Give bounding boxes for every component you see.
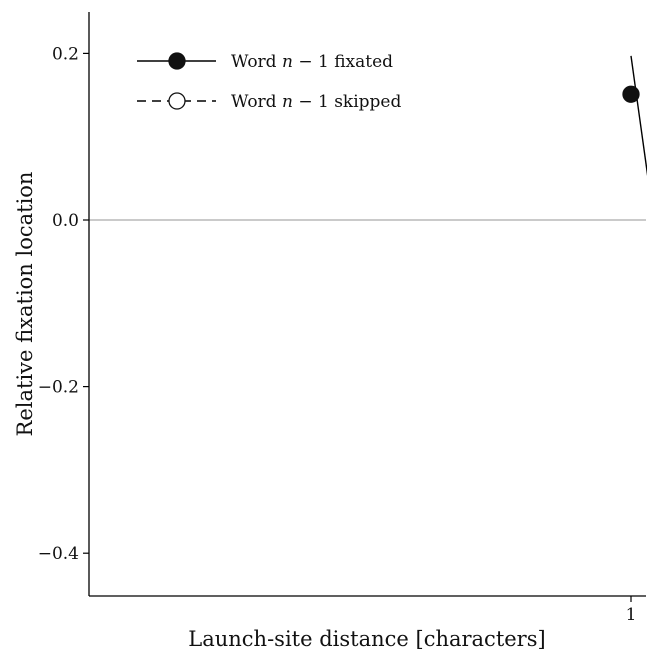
y-tick-label: −0.2 xyxy=(38,378,79,398)
legend-label-fixated: Word n − 1 fixated xyxy=(231,52,393,72)
x-tick-label: 1 xyxy=(626,605,637,625)
legend-marker-skipped xyxy=(168,92,186,110)
x-axis-label: Launch-site distance [characters] xyxy=(188,627,545,651)
legend-label-skipped: Word n − 1 skipped xyxy=(231,92,401,112)
y-tick-label: −0.4 xyxy=(38,544,79,564)
legend-marker-fixated xyxy=(168,52,186,70)
y-axis-label: Relative fixation location xyxy=(13,172,37,437)
y-tick-label: 0.2 xyxy=(52,44,79,64)
data-point-fixated xyxy=(622,85,640,103)
y-tick-label: 0.0 xyxy=(52,211,79,231)
fit-line-fixated xyxy=(630,55,647,176)
